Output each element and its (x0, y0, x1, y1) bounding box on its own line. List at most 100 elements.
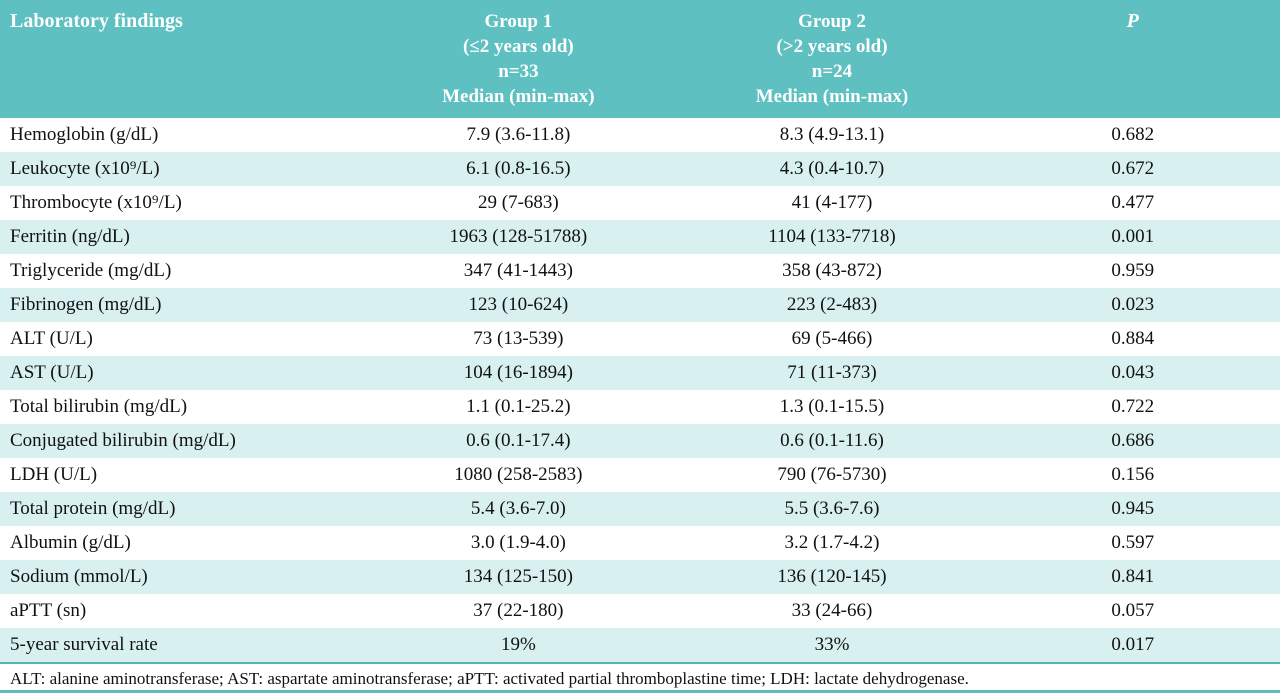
header-p-value: P (985, 0, 1280, 118)
row-label: Fibrinogen (mg/dL) (10, 294, 162, 315)
group1-value: 1.1 (0.1-25.2) (466, 396, 571, 417)
group1-value: 0.6 (0.1-17.4) (466, 430, 571, 451)
group1-title: Group 1 (484, 11, 553, 32)
table-header: Laboratory findings Group 1 (≤2 years ol… (0, 0, 1280, 118)
group2-value: 3.2 (1.7-4.2) (784, 532, 880, 553)
row-label: aPTT (sn) (10, 600, 87, 621)
p-value: 0.945 (1111, 498, 1155, 519)
group2-value: 223 (2-483) (786, 294, 878, 315)
row-label: Conjugated bilirubin (mg/dL) (10, 430, 236, 451)
p-value: 0.023 (1111, 294, 1155, 315)
p-value: 0.841 (1111, 566, 1155, 587)
row-label: Hemoglobin (g/dL) (10, 124, 159, 145)
group1-median-label: Median (min-max) (442, 86, 595, 107)
p-value: 0.597 (1111, 532, 1155, 553)
table-row: ALT (U/L) 73 (13-539) 69 (5-466) 0.884 (0, 322, 1280, 356)
group2-value: 1104 (133-7718) (768, 226, 896, 247)
group2-value: 1.3 (0.1-15.5) (779, 396, 885, 417)
table-body: Hemoglobin (g/dL) 7.9 (3.6-11.8) 8.3 (4.… (0, 118, 1280, 662)
header-row: Laboratory findings Group 1 (≤2 years ol… (0, 0, 1280, 118)
group1-value: 104 (16-1894) (463, 362, 573, 383)
table-row: LDH (U/L) 1080 (258-2583) 790 (76-5730) … (0, 458, 1280, 492)
table-row: Conjugated bilirubin (mg/dL) 0.6 (0.1-17… (0, 424, 1280, 458)
table-row: Thrombocyte (x10⁹/L) 29 (7-683) 41 (4-17… (0, 186, 1280, 220)
row-label: Total protein (mg/dL) (10, 498, 176, 519)
group1-age: (≤2 years old) (463, 36, 574, 57)
table-row: Triglyceride (mg/dL) 347 (41-1443) 358 (… (0, 254, 1280, 288)
group2-value: 5.5 (3.6-7.6) (784, 498, 880, 519)
group1-value: 7.9 (3.6-11.8) (466, 124, 571, 145)
table-row: Fibrinogen (mg/dL) 123 (10-624) 223 (2-4… (0, 288, 1280, 322)
group1-value: 6.1 (0.8-16.5) (466, 158, 571, 179)
group2-value: 8.3 (4.9-13.1) (779, 124, 885, 145)
p-value: 0.477 (1111, 192, 1155, 213)
row-label: Thrombocyte (x10⁹/L) (10, 192, 182, 213)
p-value: 0.156 (1111, 464, 1155, 485)
row-label: Ferritin (ng/dL) (10, 226, 130, 247)
table-row: AST (U/L) 104 (16-1894) 71 (11-373) 0.04… (0, 356, 1280, 390)
p-value: 0.722 (1111, 396, 1155, 417)
group1-value: 347 (41-1443) (463, 260, 573, 281)
group2-value: 0.6 (0.1-11.6) (780, 430, 884, 451)
p-value: 0.001 (1111, 226, 1155, 247)
group2-value: 358 (43-872) (782, 260, 882, 281)
header-group2: Group 2 (>2 years old) n=24 Median (min-… (678, 0, 986, 118)
footnote: ALT: alanine aminotransferase; AST: aspa… (0, 662, 1280, 690)
p-value: 0.884 (1111, 328, 1155, 349)
header-group1: Group 1 (≤2 years old) n=33 Median (min-… (358, 0, 679, 118)
row-label: AST (U/L) (10, 362, 94, 383)
group1-value: 1963 (128-51788) (449, 226, 588, 247)
group1-n: n=33 (498, 61, 539, 82)
p-value: 0.043 (1111, 362, 1155, 383)
p-value: 0.672 (1111, 158, 1155, 179)
row-label: ALT (U/L) (10, 328, 93, 349)
group1-value: 3.0 (1.9-4.0) (470, 532, 566, 553)
group2-value: 69 (5-466) (791, 328, 873, 349)
group2-value: 41 (4-177) (791, 192, 873, 213)
table-row: Hemoglobin (g/dL) 7.9 (3.6-11.8) 8.3 (4.… (0, 118, 1280, 152)
group1-value: 29 (7-683) (478, 192, 559, 213)
group1-value: 134 (125-150) (463, 566, 573, 587)
group1-value: 123 (10-624) (468, 294, 569, 315)
p-value: 0.017 (1111, 634, 1155, 655)
group1-value: 73 (13-539) (473, 328, 564, 349)
group2-value: 136 (120-145) (777, 566, 887, 587)
group2-value: 33 (24-66) (791, 600, 873, 621)
group2-value: 71 (11-373) (787, 362, 877, 383)
table-row: Total bilirubin (mg/dL) 1.1 (0.1-25.2) 1… (0, 390, 1280, 424)
group1-value: 37 (22-180) (473, 600, 564, 621)
p-value: 0.682 (1111, 124, 1155, 145)
row-label: 5-year survival rate (10, 634, 158, 655)
table-row: aPTT (sn) 37 (22-180) 33 (24-66) 0.057 (0, 594, 1280, 628)
p-value: 0.057 (1111, 600, 1155, 621)
group1-value: 5.4 (3.6-7.0) (470, 498, 566, 519)
row-label: Triglyceride (mg/dL) (10, 260, 172, 281)
table-row: Albumin (g/dL) 3.0 (1.9-4.0) 3.2 (1.7-4.… (0, 526, 1280, 560)
header-p-text: P (1126, 10, 1139, 32)
header-laboratory-findings: Laboratory findings (0, 0, 359, 118)
row-label: Leukocyte (x10⁹/L) (10, 158, 160, 179)
table-row: 5-year survival rate 19% 33% 0.017 (0, 628, 1280, 662)
header-col1-text: Laboratory findings (10, 10, 183, 32)
group2-value: 4.3 (0.4-10.7) (779, 158, 885, 179)
group1-value: 1080 (258-2583) (454, 464, 583, 485)
row-label: Total bilirubin (mg/dL) (10, 396, 188, 417)
group1-value: 19% (500, 634, 536, 655)
table-row: Leukocyte (x10⁹/L) 6.1 (0.8-16.5) 4.3 (0… (0, 152, 1280, 186)
group2-value: 33% (814, 634, 850, 655)
p-value: 0.959 (1111, 260, 1155, 281)
p-value: 0.686 (1111, 430, 1155, 451)
row-label: Albumin (g/dL) (10, 532, 131, 553)
table-row: Total protein (mg/dL) 5.4 (3.6-7.0) 5.5 … (0, 492, 1280, 526)
group2-title: Group 2 (798, 11, 866, 32)
group2-n: n=24 (811, 61, 853, 82)
lab-findings-table: Laboratory findings Group 1 (≤2 years ol… (0, 0, 1280, 662)
table-row: Ferritin (ng/dL) 1963 (128-51788) 1104 (… (0, 220, 1280, 254)
row-label: LDH (U/L) (10, 464, 98, 485)
table-row: Sodium (mmol/L) 134 (125-150) 136 (120-1… (0, 560, 1280, 594)
group2-age: (>2 years old) (776, 36, 888, 57)
group2-value: 790 (76-5730) (777, 464, 887, 485)
row-label: Sodium (mmol/L) (10, 566, 148, 587)
group2-median-label: Median (min-max) (755, 86, 909, 107)
